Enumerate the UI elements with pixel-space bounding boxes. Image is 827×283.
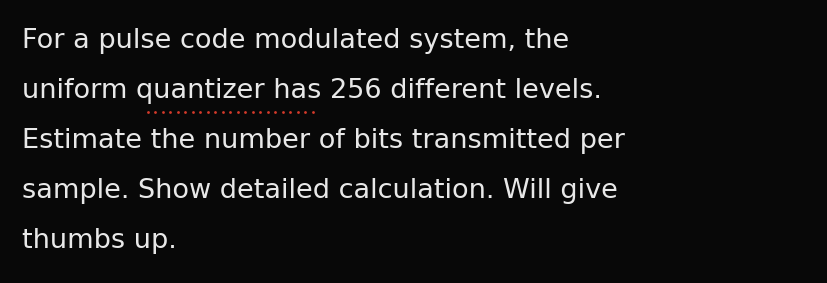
Text: Estimate the number of bits transmitted per: Estimate the number of bits transmitted … — [22, 128, 624, 154]
Text: thumbs up.: thumbs up. — [22, 228, 176, 254]
Text: For a pulse code modulated system, the: For a pulse code modulated system, the — [22, 28, 569, 54]
Text: uniform quantizer has 256 different levels.: uniform quantizer has 256 different leve… — [22, 78, 601, 104]
Text: sample. Show detailed calculation. Will give: sample. Show detailed calculation. Will … — [22, 178, 617, 204]
